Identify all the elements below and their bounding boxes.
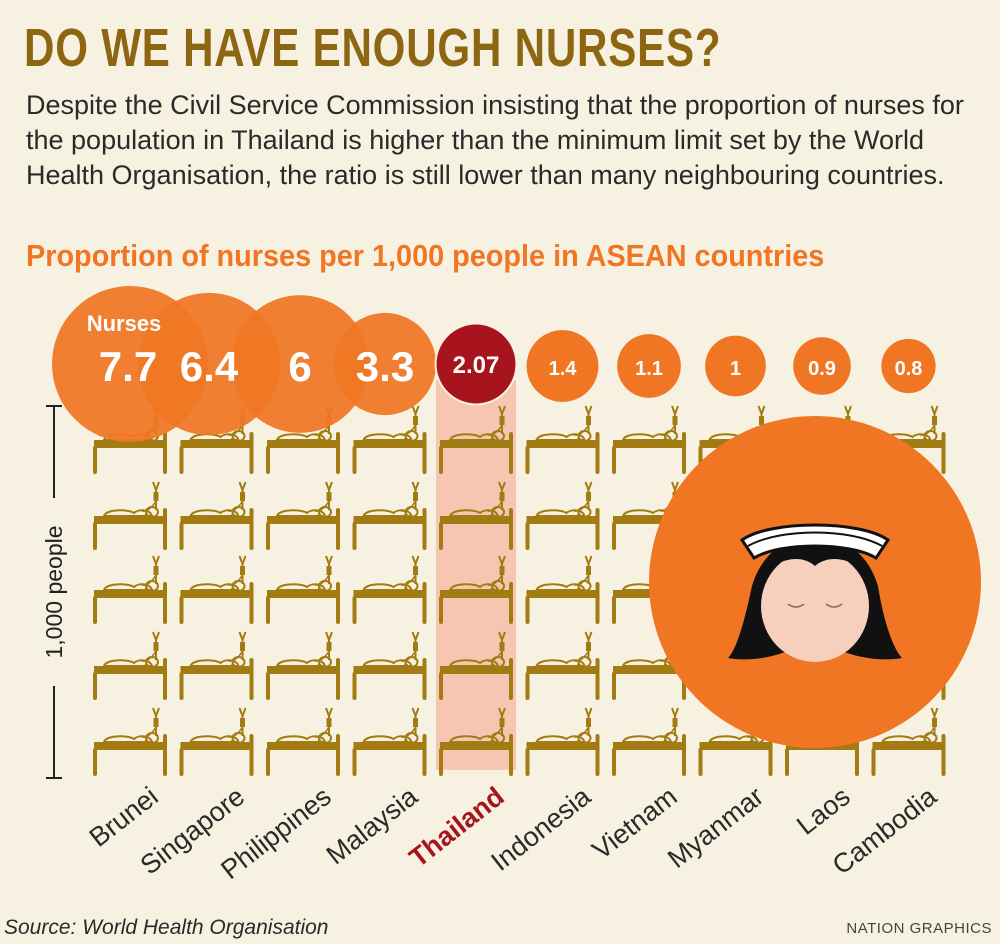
nurse-face: [761, 550, 869, 662]
bed-icon: [524, 404, 601, 474]
value-label: 1.4: [549, 358, 578, 380]
bed-icon: [524, 480, 601, 550]
value-label: 7.7: [99, 343, 157, 390]
bed-icon: [524, 706, 601, 776]
bed-icon: [524, 630, 601, 700]
bed-icon: [92, 630, 168, 700]
bubble-indonesia: [526, 330, 599, 402]
value-label: 2.07: [453, 352, 500, 379]
category-label-brunei: Brunei: [84, 781, 164, 853]
bed-icon: [351, 706, 428, 776]
nurse-cap: [739, 523, 891, 561]
bubble-vietnam: [617, 334, 681, 398]
category-label-indonesia: Indonesia: [485, 780, 597, 876]
nurse-bangs: [760, 540, 870, 580]
value-label: 6.4: [180, 343, 239, 390]
value-label: 6: [288, 343, 311, 390]
source-note: Source: World Health Organisation: [4, 916, 329, 939]
bubble-philippines: [231, 295, 369, 433]
bed-icon: [265, 480, 341, 550]
bubble-cambodia: [881, 338, 936, 394]
bed-icon: [611, 706, 687, 776]
value-label: 1: [730, 358, 741, 380]
bubble-myanmar: [705, 335, 766, 397]
nurse-right-eye: [825, 603, 843, 608]
bed-icon: [265, 554, 341, 624]
bed-icon: [351, 480, 428, 550]
intro-text: Despite the Civil Service Commission ins…: [26, 90, 964, 190]
nurse-cap-band: [747, 531, 883, 547]
credit-note: NATION GRAPHICS: [846, 920, 992, 937]
value-label: 1.1: [635, 358, 663, 380]
bed-icon: [178, 554, 255, 624]
y-axis-label: 1,000 people: [41, 525, 67, 658]
series-label: Nurses: [87, 311, 162, 336]
nurse-left-eye: [787, 603, 805, 608]
bed-icon: [351, 554, 428, 624]
nurse-illustration: [649, 416, 981, 748]
bed-icon: [178, 480, 255, 550]
category-label-laos: Laos: [791, 781, 856, 841]
bed-icon: [351, 630, 428, 700]
bed-icon: [351, 404, 428, 474]
bed-icon: [265, 630, 341, 700]
value-label: 0.8: [895, 358, 923, 380]
bed-icon: [524, 554, 601, 624]
bed-icon: [92, 554, 168, 624]
category-label-myanmar: Myanmar: [662, 781, 769, 874]
bed-icon: [92, 706, 168, 776]
bed-icon: [178, 630, 255, 700]
bed-icon: [611, 404, 687, 474]
bubble-laos: [793, 337, 851, 395]
bed-icon: [265, 706, 341, 776]
headline: DO WE HAVE ENOUGH NURSES?: [24, 18, 722, 78]
chart-title: Proportion of nurses per 1,000 people in…: [26, 238, 825, 273]
value-label: 3.3: [356, 343, 414, 390]
bubble-thailand: [434, 322, 518, 406]
bed-icon: [178, 706, 255, 776]
bubble-malaysia: [333, 312, 437, 416]
value-label: 0.9: [808, 358, 836, 380]
bed-icon: [92, 480, 168, 550]
